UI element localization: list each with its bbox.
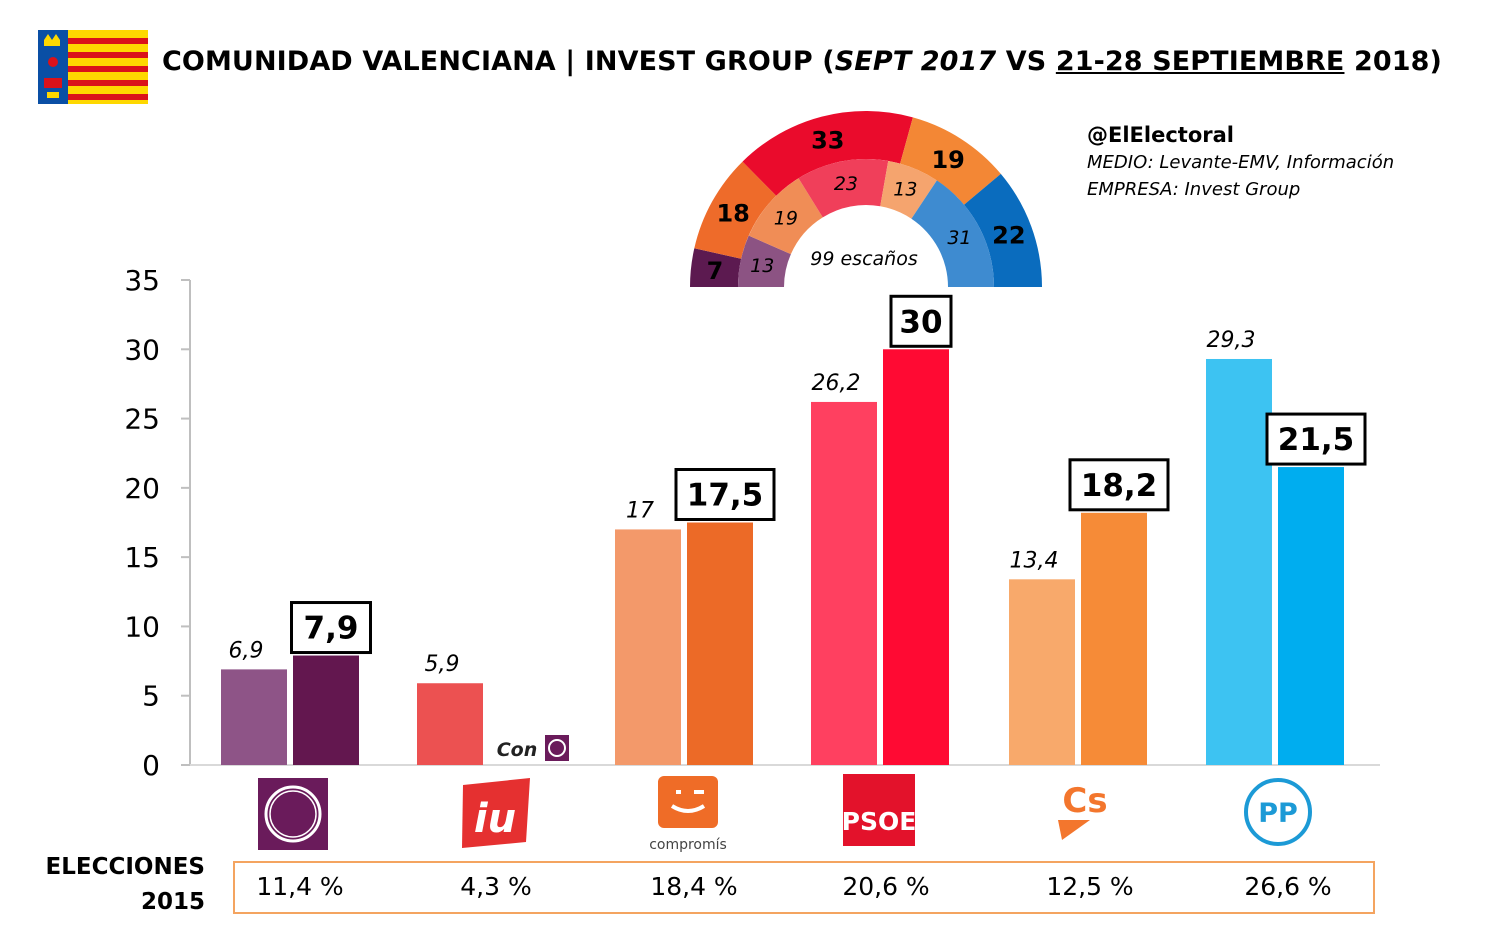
bar-2017 [1206, 358, 1272, 765]
hemicycle-outer-label: 22 [992, 222, 1025, 250]
bar-2017 [221, 669, 287, 765]
y-tick-label: 35 [124, 264, 160, 297]
elections-2015-value: 26,6 % [1244, 872, 1332, 901]
y-tick-label: 15 [124, 541, 160, 574]
hemicycle-center-label: 99 escaños [810, 248, 918, 270]
eupv-logo-text: iu [474, 796, 516, 842]
credits-handle: @ElElectoral [1087, 123, 1234, 147]
bars: 6,9 7,9 5,9 17 17,5 26,2 30 13,4 18,2 29,3 21,5 Con [221, 294, 1367, 765]
valencian-flag-logo [38, 30, 148, 104]
data-label-2018-box [290, 601, 372, 655]
data-label-2017: 26,2 [812, 371, 861, 396]
y-tick-label: 30 [124, 333, 160, 366]
data-label-2017: 6,9 [229, 638, 264, 663]
elections-2015-value: 18,4 % [650, 872, 738, 901]
elections-2015-value: 4,3 % [460, 872, 532, 901]
y-tick-label: 25 [124, 403, 160, 436]
compromis-logo-text: compromís [649, 837, 727, 853]
hemicycle-outer-label: 33 [811, 127, 844, 155]
y-axis: 0 5 10 15 20 25 30 35 [124, 264, 1380, 782]
pp-logo: PP [1244, 778, 1312, 846]
psoe-logo: PSOE [842, 774, 917, 846]
hemicycle-outer-label: 7 [707, 257, 724, 285]
hemicycle-outer-segment [742, 110, 913, 196]
data-label-2018: 30 [899, 304, 942, 340]
hemicycle-outer-segment [964, 173, 1042, 287]
y-tick-label: 0 [142, 749, 160, 782]
hemicycle-inner-label: 13 [750, 255, 774, 277]
hemicycle-outer-segment [694, 161, 777, 259]
data-label-2018-box [1265, 412, 1367, 466]
bar-2017 [417, 683, 483, 765]
party-logos: iu compromís PSOE Cs PP [258, 774, 1312, 853]
compromis-logo: compromís [649, 776, 727, 853]
hemicycle-inner-label: 31 [947, 227, 971, 249]
pp-logo-text: PP [1258, 798, 1298, 829]
podemos-mini-icon [548, 739, 566, 757]
bar-2018 [293, 655, 359, 765]
elections-2015-box [233, 861, 1375, 914]
y-tick-label: 20 [124, 472, 160, 505]
data-label-2017: 17 [626, 498, 654, 523]
data-label-2017: 13,4 [1010, 548, 1059, 573]
hemicycle: 7 18 33 19 22 13 19 23 13 31 99 escaños [690, 110, 1042, 287]
elections-2015-value: 12,5 % [1046, 872, 1134, 901]
y-tick-label: 5 [142, 680, 160, 713]
hemicycle-outer-segment [900, 117, 1001, 205]
data-label-2018: 17,5 [687, 478, 764, 514]
data-label-2018: 18,2 [1081, 468, 1158, 504]
data-label-2017: 29,3 [1207, 328, 1256, 353]
hemicycle-inner-segment [880, 160, 937, 219]
title-part1: COMUNIDAD VALENCIANA | INVEST GROUP ( [162, 46, 835, 77]
elections-2015-label: ELECCIONES 2015 [30, 850, 205, 920]
hemicycle-outer-label: 18 [716, 200, 749, 228]
hemicycle-inner-segment [911, 180, 994, 287]
title-underlined: 21-28 SEPTIEMBRE [1055, 46, 1345, 77]
bar-2017 [615, 529, 681, 765]
hemicycle-inner-label: 13 [893, 178, 917, 200]
chart-title: COMUNIDAD VALENCIANA | INVEST GROUP (SEP… [162, 46, 1442, 77]
annotation-con: Con [497, 739, 538, 761]
title-italic: SEPT 2017 [834, 46, 997, 77]
data-label-2018-box [1068, 458, 1170, 512]
hemicycle-inner-segment [798, 158, 889, 218]
cs-logo-text: Cs [1062, 781, 1107, 821]
hemicycle-outer-segment [690, 248, 742, 287]
credits-medio: MEDIO: Levante-EMV, Información [1087, 152, 1395, 173]
hemicycle-outer-label: 19 [931, 146, 964, 174]
hemicycle-inner-label: 19 [774, 207, 798, 229]
data-label-2018: 7,9 [304, 611, 359, 647]
elections-label-line2: 2015 [140, 889, 205, 915]
bar-2018 [1278, 467, 1344, 765]
data-label-2018-box [889, 294, 953, 348]
hemicycle-inner-label: 23 [834, 173, 858, 195]
credits-empresa: EMPRESA: Invest Group [1087, 179, 1301, 200]
data-label-2018: 21,5 [1278, 422, 1355, 458]
title-mid: VS [996, 46, 1056, 77]
bar-2017 [1009, 579, 1075, 765]
podemos-logo [258, 778, 328, 850]
y-tick-label: 10 [124, 610, 160, 643]
cs-logo: Cs [1058, 781, 1108, 840]
hemicycle-inner-segment [738, 235, 791, 287]
psoe-logo-text: PSOE [842, 807, 917, 836]
title-end: 2018) [1344, 46, 1442, 77]
elections-2015-value: 11,4 % [256, 872, 344, 901]
bar-2017 [811, 401, 877, 765]
bar-2018 [883, 349, 949, 765]
data-label-2017: 5,9 [425, 652, 460, 677]
elections-label-line1: ELECCIONES [45, 854, 205, 880]
credits-block: @ElElectoral MEDIO: Levante-EMV, Informa… [1087, 122, 1394, 203]
hemicycle-inner-segment [748, 178, 823, 255]
data-label-2018-box [674, 468, 776, 521]
bar-2018 [687, 522, 753, 765]
eupv-logo: iu [462, 778, 530, 848]
bar-2018 [1081, 512, 1147, 765]
elections-2015-value: 20,6 % [842, 872, 930, 901]
